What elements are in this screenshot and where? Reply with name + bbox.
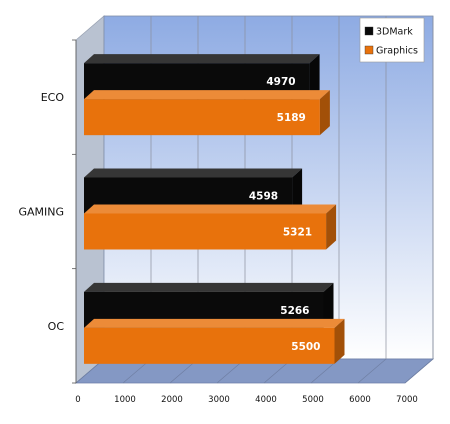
y-category-label: ECO [41, 91, 65, 104]
x-tick-label: 6000 [349, 395, 371, 405]
bar-side-face [323, 282, 334, 328]
x-tick-label: 4000 [255, 395, 277, 405]
x-tick-label: 5000 [302, 395, 324, 405]
bar-side-face [309, 54, 320, 100]
legend-label: 3DMark [376, 27, 413, 38]
legend: 3DMark Graphics [359, 17, 425, 63]
bar-top-face [84, 282, 334, 292]
bar-front-face [84, 213, 327, 250]
x-tick-label: 1000 [114, 395, 136, 405]
y-category-label: GAMING [18, 206, 64, 219]
bar-value-label: 5266 [280, 305, 309, 317]
y-category-label: OC [48, 320, 65, 333]
bar-graphics: 5321 [84, 204, 337, 250]
bar-top-face [84, 90, 330, 100]
bar-side-face [319, 90, 330, 136]
x-tick-label: 7000 [396, 395, 418, 405]
bar-side-face [334, 318, 345, 364]
bar-side-face [292, 168, 303, 214]
bar-value-label: 4970 [266, 76, 295, 88]
bar-value-label: 5321 [283, 227, 312, 239]
floor-gridline [404, 358, 434, 384]
bar-top-face [84, 318, 345, 328]
bar-top-face [84, 168, 303, 178]
legend-label: Graphics [376, 46, 418, 57]
floor-gridline [357, 358, 387, 384]
legend-box [359, 17, 425, 63]
bar-front-face [84, 99, 320, 136]
x-tick-label: 3000 [208, 395, 230, 405]
bar-side-face [326, 204, 337, 250]
x-tick-label: 0 [75, 395, 80, 405]
bar-value-label: 5500 [291, 341, 320, 353]
bar-front-face [84, 327, 335, 364]
legend-swatch [364, 45, 374, 55]
bar-top-face [84, 204, 337, 214]
bar-value-label: 5189 [277, 112, 306, 124]
bar-graphics: 5500 [84, 318, 345, 364]
bar-top-face [84, 54, 320, 64]
bar-value-label: 4598 [249, 191, 278, 203]
bar-graphics: 5189 [84, 90, 330, 136]
legend-swatch [364, 26, 374, 36]
x-tick-label: 2000 [161, 395, 183, 405]
